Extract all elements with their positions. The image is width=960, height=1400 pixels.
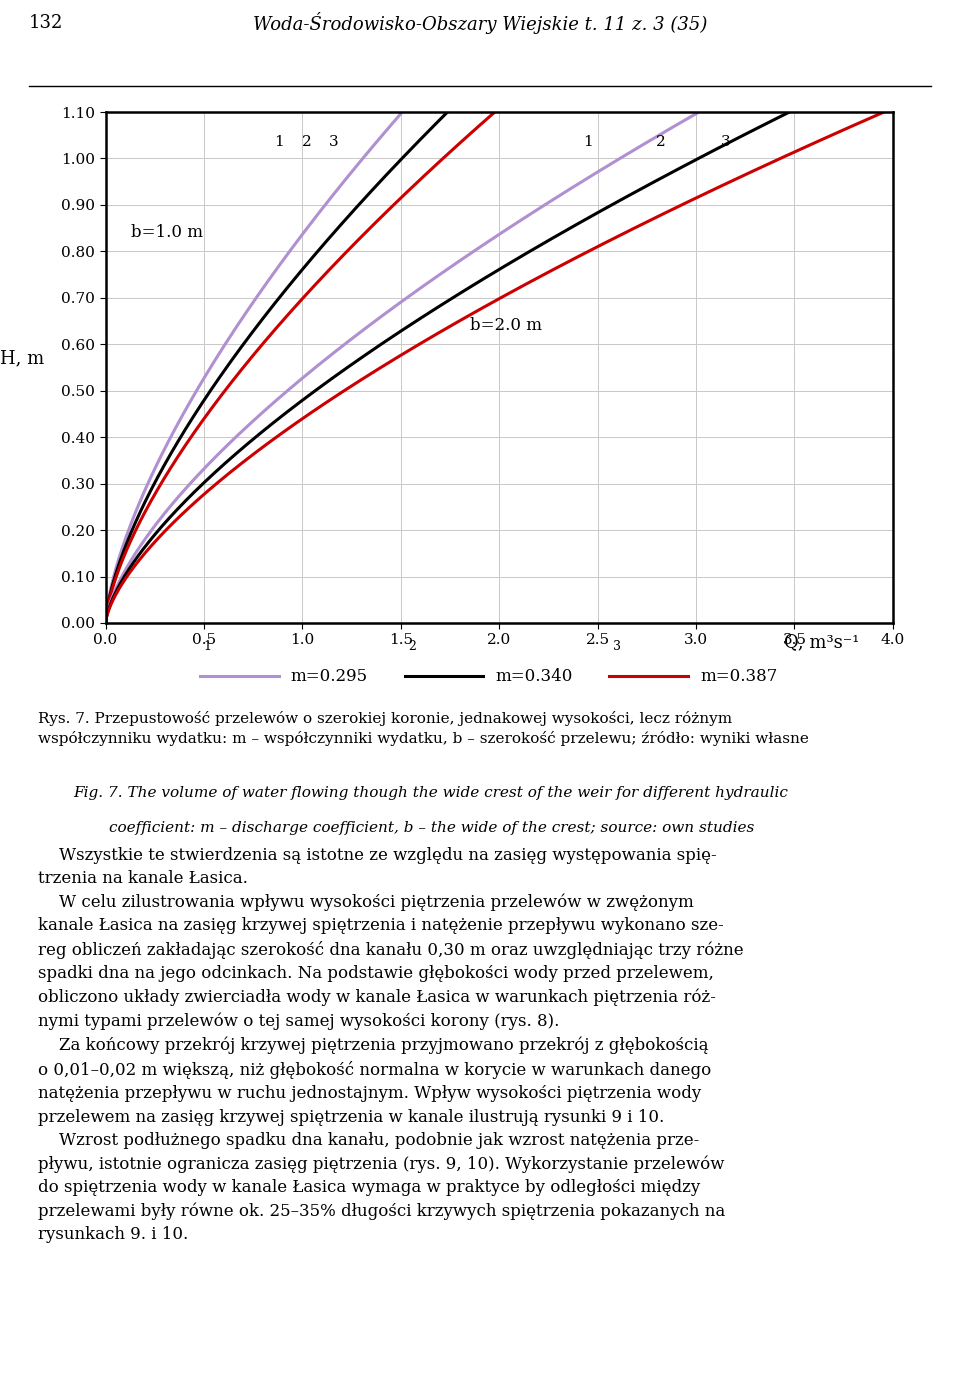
Text: Fig. 7. The volume of water flowing though the wide crest of the weir for differ: Fig. 7. The volume of water flowing thou… xyxy=(74,785,788,799)
Text: Wszystkie te stwierdzenia są istotne ze względu na zasięg występowania spię-
trz: Wszystkie te stwierdzenia są istotne ze … xyxy=(38,847,744,1243)
Text: 3: 3 xyxy=(613,640,621,652)
Text: 2: 2 xyxy=(656,136,665,150)
Text: Rys. 7. Przepustowość przelewów o szerokiej koronie, jednakowej wysokości, lecz : Rys. 7. Przepustowość przelewów o szerok… xyxy=(38,711,809,746)
Text: 3: 3 xyxy=(721,136,731,150)
Text: m=0.340: m=0.340 xyxy=(495,668,572,685)
Text: 132: 132 xyxy=(29,14,63,32)
Y-axis label: H, m: H, m xyxy=(0,350,44,367)
Text: b=2.0 m: b=2.0 m xyxy=(469,318,541,335)
Text: 1: 1 xyxy=(583,136,592,150)
Text: Q, m³s⁻¹: Q, m³s⁻¹ xyxy=(783,633,859,651)
Text: m=0.387: m=0.387 xyxy=(700,668,778,685)
Text: 1: 1 xyxy=(204,640,212,652)
Text: Woda-Środo​wisko-Obszary Wiejskie t. 11 z. 3 (35): Woda-Środo​wisko-Obszary Wiejskie t. 11 … xyxy=(252,11,708,34)
Text: b=1.0 m: b=1.0 m xyxy=(132,224,204,241)
Text: coefficient: m – discharge coefficient, b – the wide of the crest; source: own s: coefficient: m – discharge coefficient, … xyxy=(109,820,755,834)
Text: 1: 1 xyxy=(274,136,283,150)
Text: 2: 2 xyxy=(301,136,311,150)
Text: 2: 2 xyxy=(409,640,417,652)
Text: 3: 3 xyxy=(329,136,339,150)
Text: m=0.295: m=0.295 xyxy=(291,668,368,685)
